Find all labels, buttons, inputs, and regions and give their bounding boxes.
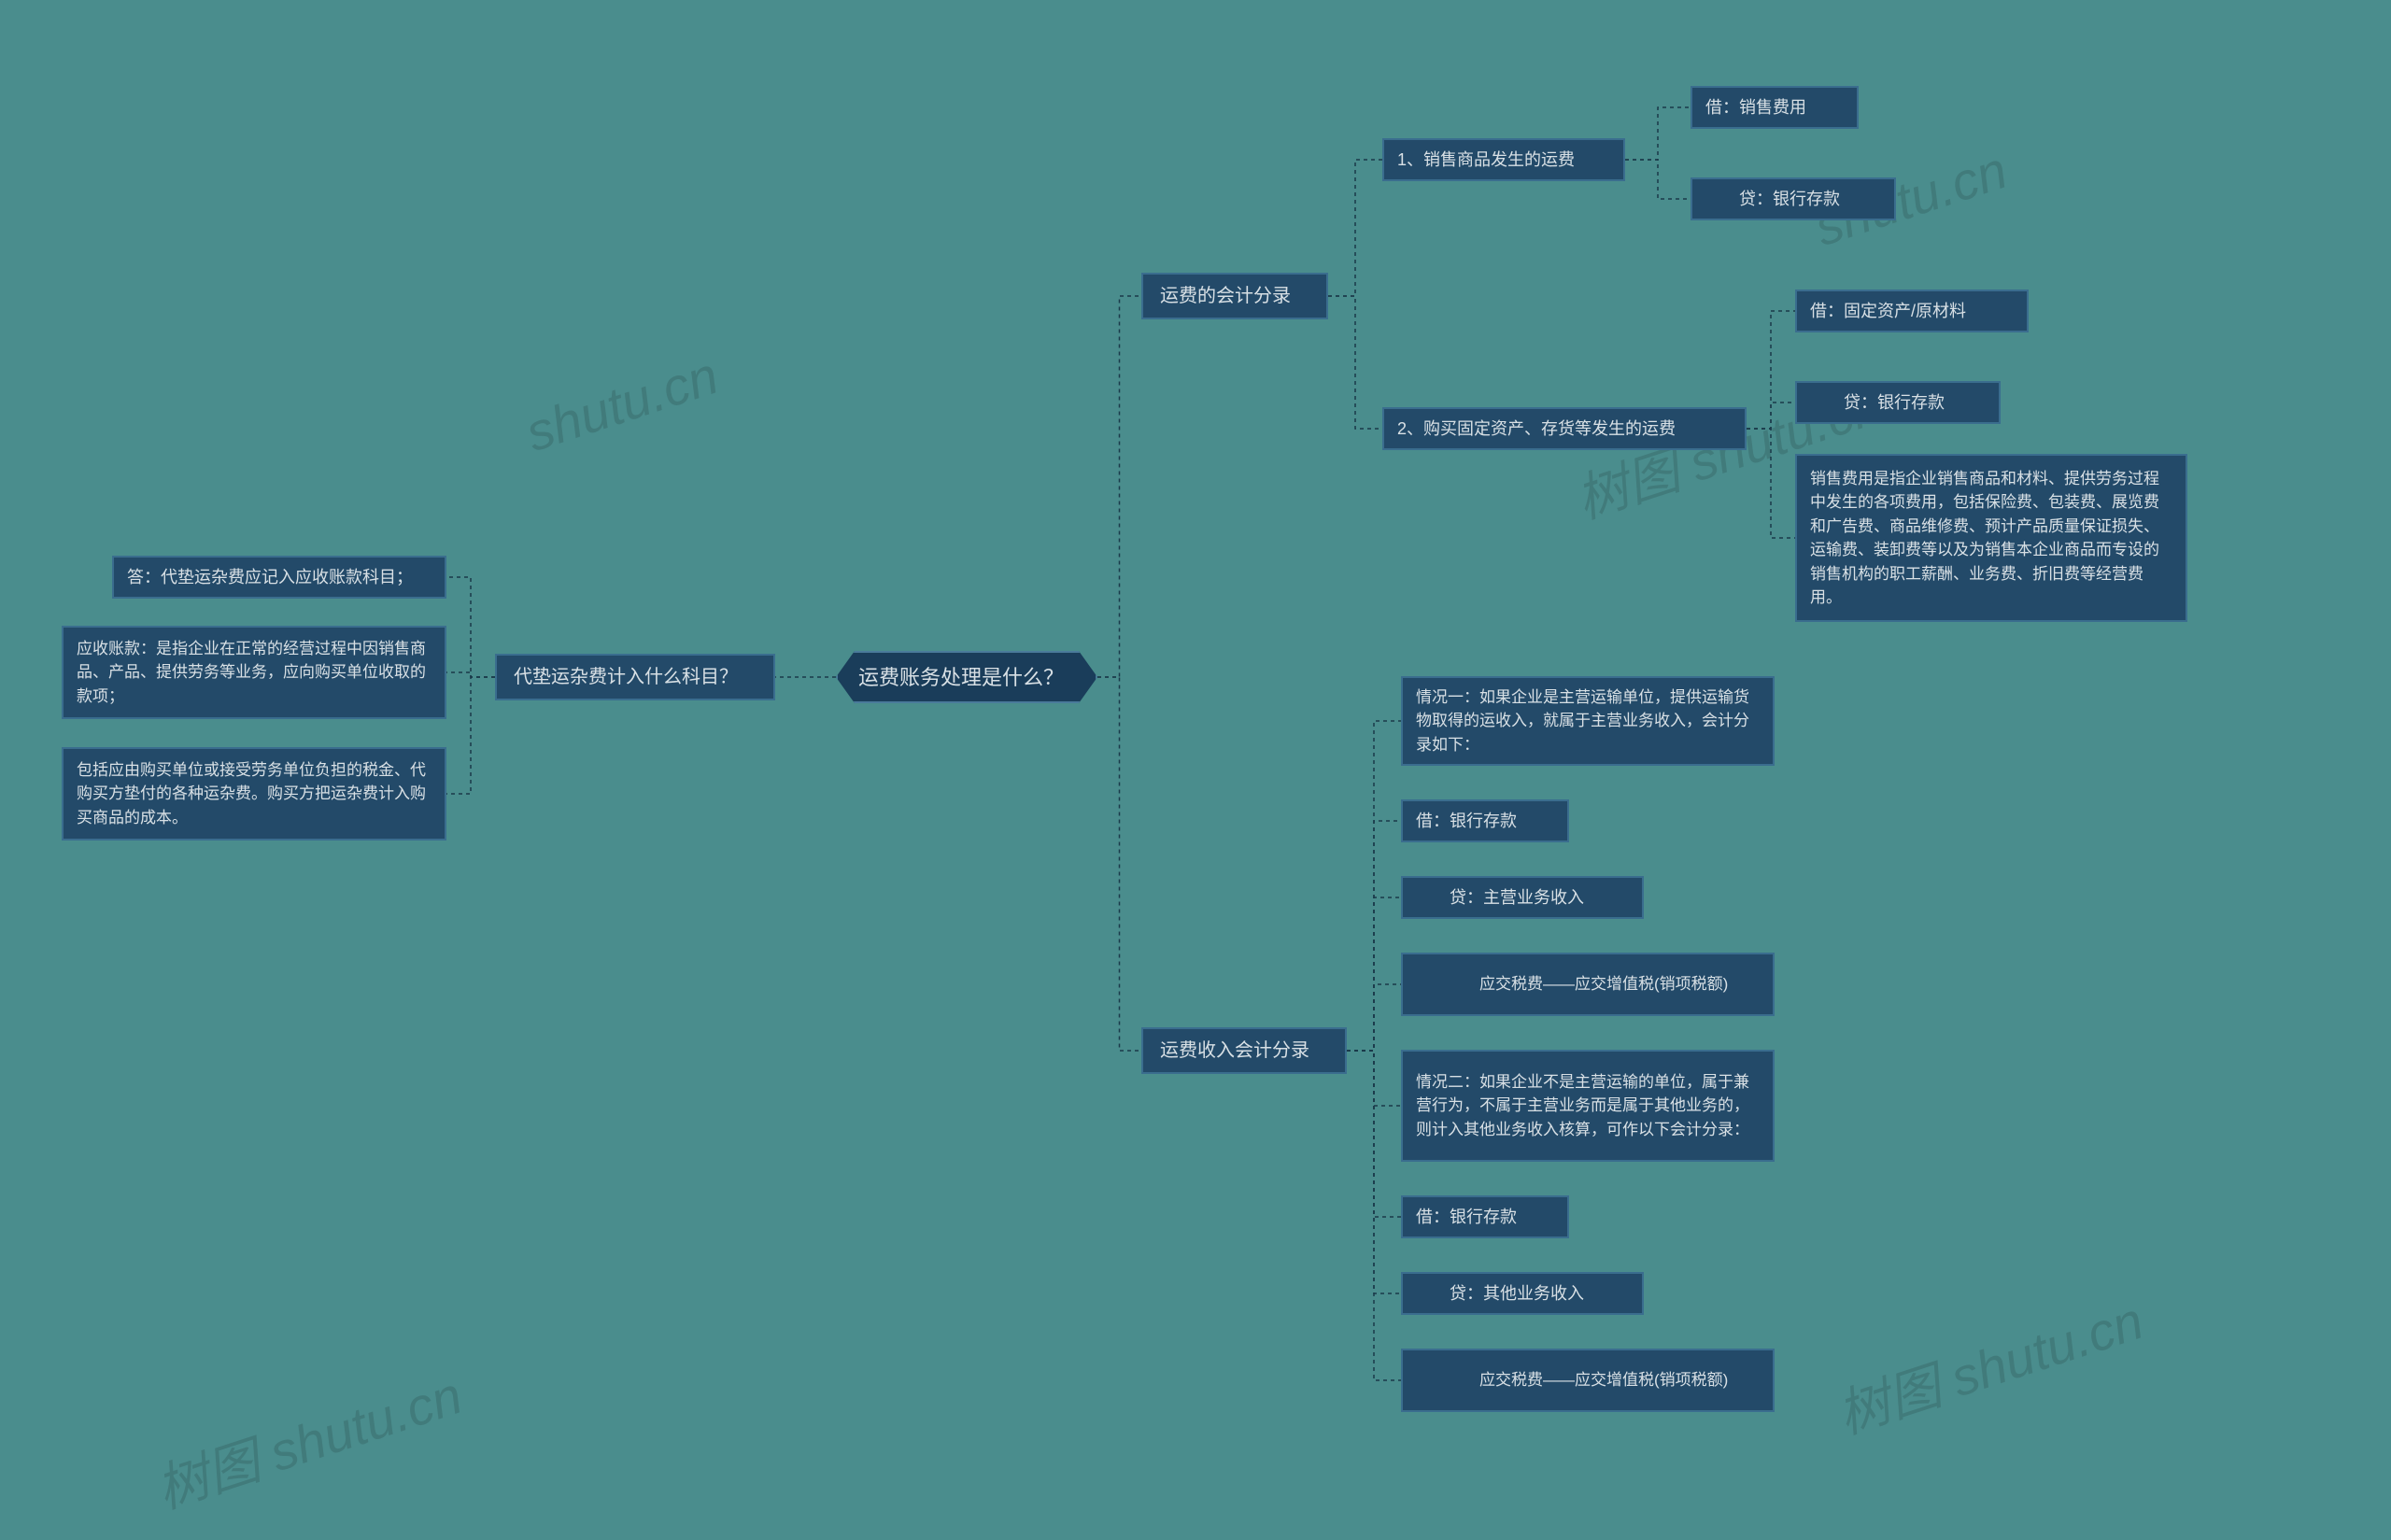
root-node: 运费账务处理是什么？: [836, 651, 1097, 703]
r1-sub-2-a: 借：固定资产/原材料: [1795, 290, 2029, 332]
watermark: 树图 shutu.cn: [1827, 1279, 2152, 1449]
r2-leaf-4: 应交税费——应交增值税(销项税额): [1401, 953, 1775, 1016]
r1-sub-1: 1、销售商品发生的运费: [1382, 138, 1625, 181]
watermark: 树图 shutu.cn: [146, 1354, 471, 1524]
r2-leaf-1: 情况一：如果企业是主营运输单位，提供运输货物取得的运收入，就属于主营业务收入，会…: [1401, 676, 1775, 766]
left-leaf-2: 应收账款：是指企业在正常的经营过程中因销售商品、产品、提供劳务等业务，应向购买单…: [62, 626, 446, 719]
r1-sub-1-a: 借：销售费用: [1691, 86, 1859, 129]
r1-sub-2-b: 贷：银行存款: [1795, 381, 2001, 424]
watermark: shutu.cn: [518, 345, 725, 463]
right-branch-2: 运费收入会计分录: [1141, 1027, 1347, 1074]
left-leaf-3: 包括应由购买单位或接受劳务单位负担的税金、代购买方垫付的各种运杂费。购买方把运杂…: [62, 747, 446, 841]
right-branch-1: 运费的会计分录: [1141, 273, 1328, 319]
left-leaf-1: 答：代垫运杂费应记入应收账款科目；: [112, 556, 446, 599]
r2-leaf-5: 情况二：如果企业不是主营运输的单位，属于兼营行为，不属于主营业务而是属于其他业务…: [1401, 1050, 1775, 1162]
r1-sub-2-c: 销售费用是指企业销售商品和材料、提供劳务过程中发生的各项费用，包括保险费、包装费…: [1795, 454, 2187, 622]
r2-leaf-3: 贷：主营业务收入: [1401, 876, 1644, 919]
r2-leaf-7: 贷：其他业务收入: [1401, 1272, 1644, 1315]
r1-sub-1-b: 贷：银行存款: [1691, 177, 1896, 220]
r2-leaf-8: 应交税费——应交增值税(销项税额): [1401, 1349, 1775, 1412]
r1-sub-2: 2、购买固定资产、存货等发生的运费: [1382, 407, 1747, 450]
r2-leaf-6: 借：银行存款: [1401, 1195, 1569, 1238]
r2-leaf-2: 借：银行存款: [1401, 799, 1569, 842]
left-branch-node: 代垫运杂费计入什么科目？: [495, 654, 775, 700]
